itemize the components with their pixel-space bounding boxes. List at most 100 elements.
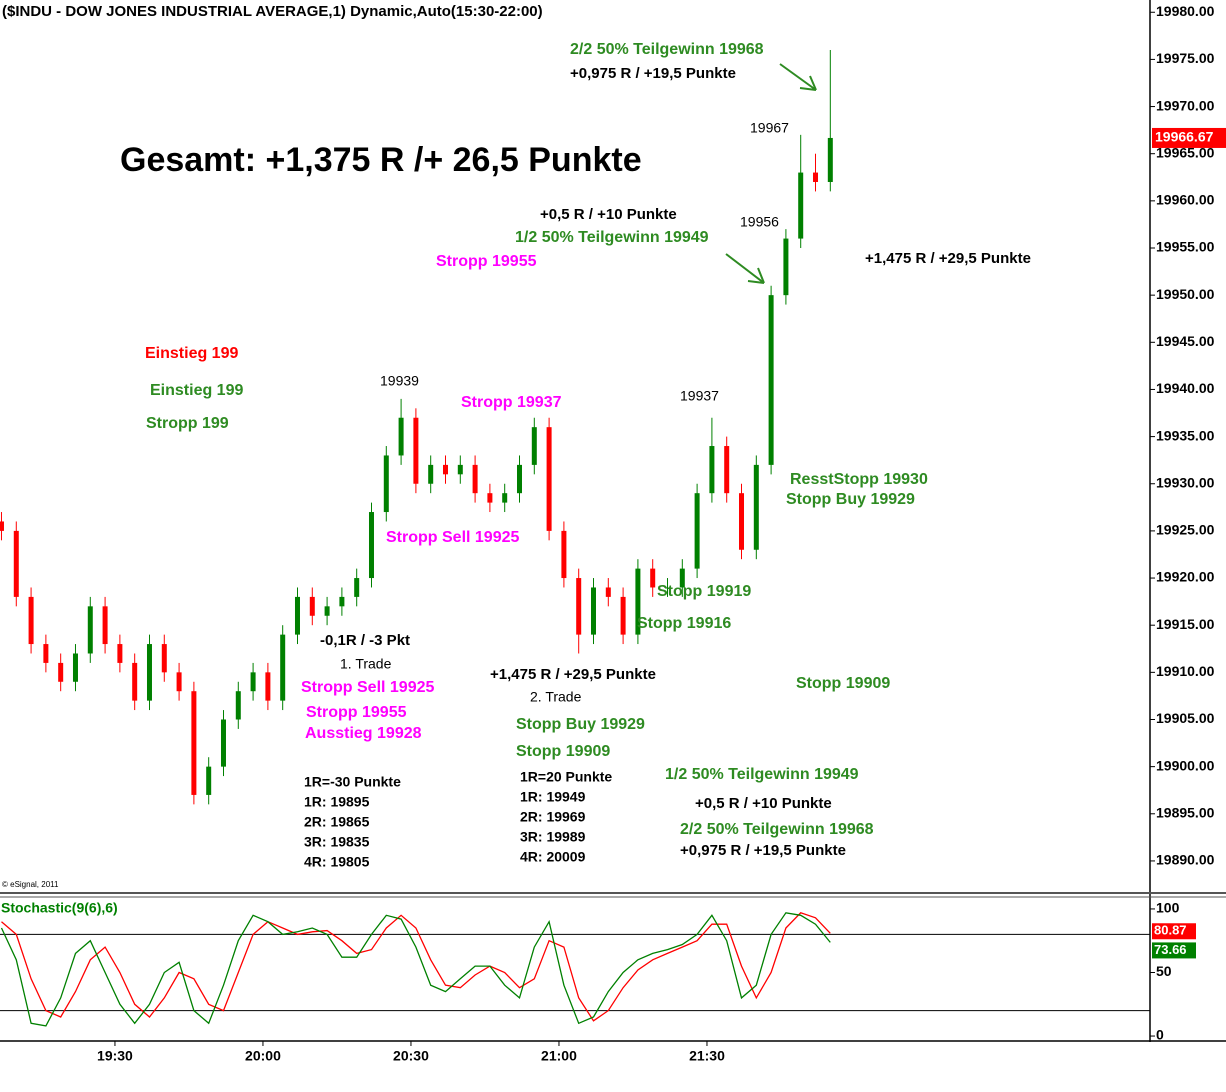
annotation: 2R: 19865 <box>304 814 370 830</box>
candle-body <box>309 596 315 616</box>
annotation: 1R=-30 Punkte <box>304 774 401 790</box>
candle-body <box>206 766 212 795</box>
y-tick-label: 19955.00 <box>1156 239 1215 255</box>
candle-body <box>191 691 197 795</box>
annotation: 4R: 20009 <box>520 849 586 865</box>
annotation: 2/2 50% Teilgewinn 19968 <box>570 41 764 58</box>
annotation: 4R: 19805 <box>304 854 370 870</box>
y-tick-label: 19930.00 <box>1156 474 1215 490</box>
annotation: Stopp Buy 19929 <box>786 491 915 508</box>
candle-body <box>753 464 759 550</box>
annotation: Stropp 19955 <box>306 704 407 721</box>
candle-body <box>368 512 374 579</box>
annotation: Stropp 19955 <box>436 253 537 270</box>
candle-body <box>531 427 537 465</box>
annotation: 3R: 19989 <box>520 829 586 845</box>
annotation: +0,975 R / +19,5 Punkte <box>570 65 736 82</box>
annotation: 2. Trade <box>530 689 582 705</box>
candle-body <box>294 596 300 635</box>
y-tick-label: 19970.00 <box>1156 97 1215 113</box>
annotation: +0,5 R / +10 Punkte <box>695 795 832 812</box>
candle-body <box>102 606 108 645</box>
candle-body <box>72 653 78 682</box>
annotation: Stopp 19909 <box>796 675 890 692</box>
annotation: Einstieg 199 <box>145 345 238 362</box>
x-tick-label: 20:00 <box>245 1048 281 1064</box>
annotation: Stropp Sell 19925 <box>386 529 519 546</box>
last-value-box <box>1152 942 1196 959</box>
y-tick-label: 19915.00 <box>1156 616 1215 632</box>
annotation: Stropp 19937 <box>461 394 562 411</box>
last-value-label: 73.66 <box>1154 942 1187 957</box>
candle-body <box>117 644 123 663</box>
last-price-box <box>1152 127 1226 148</box>
candle-body <box>561 530 567 579</box>
candle-body <box>798 172 804 239</box>
candle-body <box>724 446 730 494</box>
last-price-label: 19966.67 <box>1155 129 1214 145</box>
candle-body <box>13 530 19 597</box>
annotation: Stropp Sell 19925 <box>301 679 434 696</box>
annotation: Ausstieg 19928 <box>305 725 422 742</box>
annotation: 2R: 19969 <box>520 809 586 825</box>
candle-body <box>28 596 34 645</box>
chart-title: ($INDU - DOW JONES INDUSTRIAL AVERAGE,1)… <box>2 3 543 20</box>
candle-body <box>428 464 434 484</box>
indicator-line <box>0 912 831 1027</box>
annotation: Gesamt: +1,375 R /+ 26,5 Punkte <box>120 141 642 179</box>
y-tick-label: 0 <box>1156 1027 1164 1043</box>
candle-body <box>605 587 611 597</box>
candle-body <box>487 493 493 503</box>
y-tick-label: 19965.00 <box>1156 144 1215 160</box>
y-tick-label: 19890.00 <box>1156 852 1215 868</box>
candle-body <box>354 578 360 597</box>
annotation: Stopp 19919 <box>657 583 751 600</box>
y-tick-label: 19925.00 <box>1156 522 1215 538</box>
annotation: Stopp 19909 <box>516 743 610 760</box>
candle-body <box>413 417 419 484</box>
y-tick-label: 19935.00 <box>1156 427 1215 443</box>
candle-body <box>694 493 700 569</box>
candle-body <box>324 606 330 616</box>
indicator-line <box>1 912 831 1022</box>
candle-body <box>591 587 597 635</box>
annotation: 1R: 19949 <box>520 789 586 805</box>
candle-body <box>576 578 582 635</box>
candle-body <box>620 596 626 635</box>
y-tick-label: 19980.00 <box>1156 3 1215 19</box>
y-tick-label: 19920.00 <box>1156 569 1215 585</box>
y-tick-label: 19895.00 <box>1156 804 1215 820</box>
annotation: +1,475 R / +29,5 Punkte <box>865 250 1031 267</box>
candle-body <box>665 587 671 589</box>
y-tick-label: 100 <box>1156 900 1180 916</box>
candle-body <box>635 568 641 635</box>
x-tick-label: 21:30 <box>689 1048 725 1064</box>
last-value-box <box>1152 923 1196 940</box>
annotation: +1,475 R / +29,5 Punkte <box>490 666 656 683</box>
annotation: 19967 <box>750 120 789 136</box>
annotation: 2/2 50% Teilgewinn 19968 <box>680 821 874 838</box>
candle-body <box>339 596 345 607</box>
annotation: 19956 <box>740 214 779 230</box>
candle-body <box>176 672 182 692</box>
candle-body <box>220 719 226 767</box>
annotation: Stopp Buy 19929 <box>516 716 645 733</box>
annotation: 3R: 19835 <box>304 834 370 850</box>
candle-body <box>783 238 789 296</box>
arrow <box>779 63 817 91</box>
candle-body <box>768 295 774 465</box>
indicator-title: Stochastic(9(6),6) <box>1 900 118 916</box>
annotation: Einstieg 199 <box>150 382 243 399</box>
candle-body <box>161 644 167 673</box>
annotation: Stropp 199 <box>146 415 229 432</box>
y-tick-label: 19960.00 <box>1156 192 1215 208</box>
candle-body <box>679 568 685 588</box>
annotation: +0,5 R / +10 Punkte <box>540 206 677 223</box>
annotation: 1/2 50% Teilgewinn 19949 <box>665 766 859 783</box>
annotation: -0,1R / -3 Pkt <box>320 632 410 649</box>
candle-body <box>739 493 745 550</box>
candle-body <box>250 672 256 692</box>
candle-body <box>457 464 463 475</box>
